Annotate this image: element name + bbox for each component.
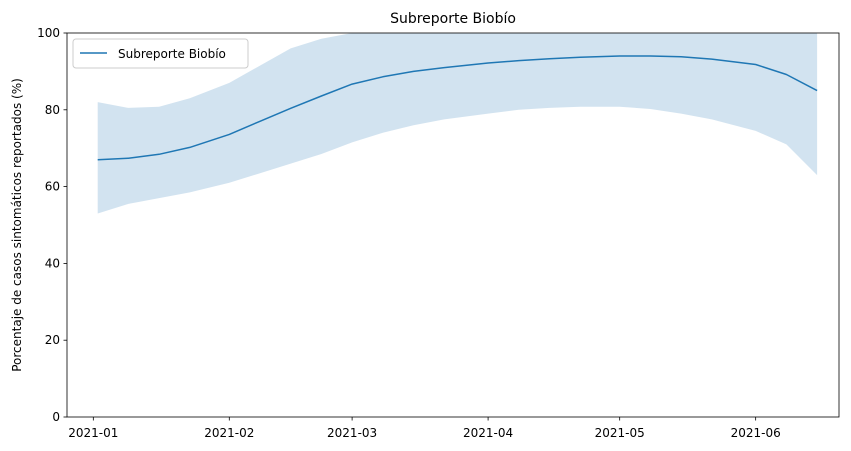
confidence-band [97, 33, 818, 214]
x-tick-label: 2021-01 [68, 426, 118, 440]
y-tick-label: 100 [37, 26, 60, 40]
chart-title: Subreporte Biobío [390, 11, 516, 27]
legend-label: Subreporte Biobío [118, 47, 226, 61]
x-tick-label: 2021-06 [731, 426, 781, 440]
confidence-band-layer [97, 33, 818, 214]
x-tick-label: 2021-03 [327, 426, 377, 440]
legend: Subreporte Biobío [72, 38, 249, 69]
y-tick-label: 60 [45, 180, 60, 194]
x-axis-ticks: 2021-01 2021-02 2021-03 2021-04 2021-05 2021-… [68, 417, 781, 440]
y-tick-label: 20 [45, 333, 60, 347]
y-axis-ticks: 0 20 40 60 80 100 [37, 26, 67, 424]
y-tick-label: 0 [52, 410, 60, 424]
legend-box [72, 38, 249, 69]
y-tick-label: 80 [45, 103, 60, 117]
y-axis-label: Porcentaje de casos sintomáticos reporta… [10, 78, 24, 372]
x-tick-label: 2021-05 [595, 426, 645, 440]
series-line [97, 55, 818, 161]
x-tick-label: 2021-02 [204, 426, 254, 440]
y-tick-label: 40 [45, 256, 60, 270]
x-tick-label: 2021-04 [463, 426, 513, 440]
series-line-layer [97, 55, 818, 161]
plot-frame [66, 32, 840, 418]
